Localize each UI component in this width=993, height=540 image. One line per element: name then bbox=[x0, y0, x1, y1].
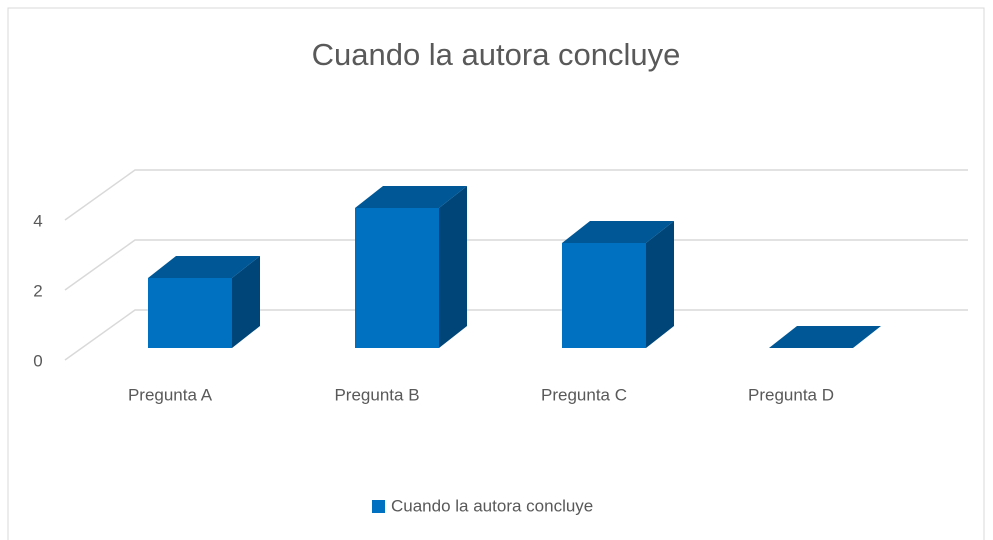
x-tick-label: Pregunta C bbox=[541, 385, 627, 404]
grid-line bbox=[64, 239, 968, 291]
grid-line bbox=[64, 309, 968, 361]
bar-top bbox=[562, 221, 674, 243]
bar-side bbox=[646, 221, 674, 348]
y-tick-label: 2 bbox=[33, 281, 42, 300]
x-tick-label: Pregunta A bbox=[128, 385, 213, 404]
x-tick-label: Pregunta B bbox=[334, 385, 419, 404]
bar bbox=[148, 278, 232, 348]
chart-title: Cuando la autora concluye bbox=[312, 37, 681, 72]
bar-top bbox=[148, 256, 260, 278]
y-tick-label: 0 bbox=[33, 351, 42, 370]
bar-top bbox=[355, 186, 467, 208]
y-tick-label: 4 bbox=[33, 211, 42, 230]
bar-top bbox=[769, 326, 881, 348]
legend-label: Cuando la autora concluye bbox=[391, 496, 593, 515]
grid-line bbox=[64, 169, 968, 221]
bar bbox=[355, 208, 439, 348]
bar-side bbox=[439, 186, 467, 348]
bar bbox=[562, 243, 646, 348]
legend-swatch bbox=[372, 500, 385, 513]
x-tick-label: Pregunta D bbox=[748, 385, 834, 404]
bar-side bbox=[232, 256, 260, 348]
